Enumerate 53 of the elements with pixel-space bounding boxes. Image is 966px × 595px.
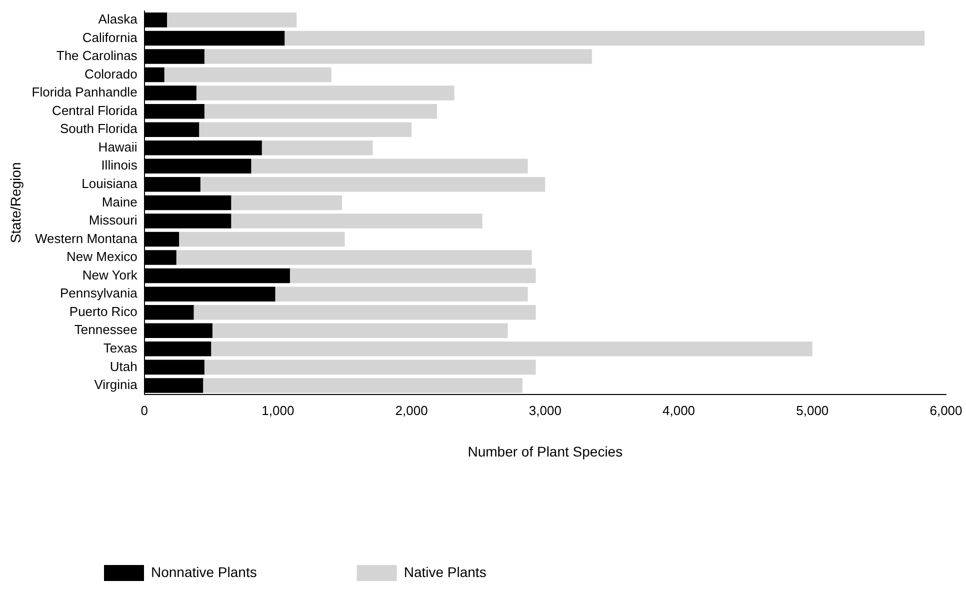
bar — [164, 67, 332, 82]
y-tick-label: New York — [82, 267, 138, 282]
x-tick-label: 2,000 — [395, 402, 428, 418]
y-tick-label: Utah — [110, 358, 138, 374]
y-tick-label: Missouri — [88, 212, 138, 228]
y-tick-label: Central Florida — [52, 102, 138, 118]
bar — [204, 104, 437, 119]
bar — [204, 49, 592, 64]
y-tick-label: Alaska — [98, 12, 138, 27]
bar — [199, 122, 412, 137]
bar — [231, 195, 342, 210]
bar — [200, 177, 546, 192]
bar — [211, 342, 812, 356]
bar — [231, 214, 482, 228]
y-tick-label: Louisiana — [82, 176, 138, 191]
y-tick-label: Colorado — [84, 66, 138, 82]
bar — [176, 250, 532, 265]
bar — [284, 30, 925, 46]
y-tick-label: Western Montana — [34, 230, 138, 246]
bar — [212, 323, 508, 338]
y-tick-label: New Mexico — [66, 249, 138, 264]
legend-label: Native Plants — [404, 564, 486, 580]
bar — [194, 304, 536, 320]
y-tick-label: Virginia — [94, 377, 138, 392]
bar — [251, 158, 528, 174]
y-tick-label: Tennessee — [74, 322, 138, 338]
y-tick-label: Florida Panhandle — [32, 84, 138, 100]
y-tick-label: Hawaii — [98, 139, 138, 154]
bar — [179, 232, 345, 247]
y-tick-label: Pennsylvania — [60, 286, 138, 301]
legend-label: Nonnative Plants — [151, 564, 257, 580]
bar — [196, 86, 454, 100]
bar — [203, 378, 522, 393]
y-axis-title: State/Region — [7, 162, 24, 244]
bar — [262, 140, 373, 156]
x-tick-label: 5,000 — [796, 402, 829, 418]
x-tick-label: 1,000 — [262, 402, 294, 418]
x-tick-label: 3,000 — [528, 402, 562, 418]
y-tick-label: Texas — [103, 340, 138, 356]
y-tick-label: Illinois — [101, 158, 138, 173]
x-tick-label: 6,000 — [930, 402, 962, 418]
bar — [204, 360, 536, 375]
bar — [167, 12, 297, 28]
y-tick-label: Maine — [102, 194, 138, 210]
x-tick-label: 4,000 — [662, 402, 696, 418]
bar — [275, 286, 528, 302]
bar — [290, 268, 536, 284]
x-axis-title: Number of Plant Species — [468, 443, 623, 460]
y-tick-label: The Carolinas — [56, 48, 138, 64]
y-tick-label: South Florida — [60, 121, 138, 136]
y-tick-label: Puerto Rico — [69, 304, 138, 319]
y-tick-label: California — [82, 30, 138, 45]
x-tick-label: 0 — [140, 402, 148, 418]
